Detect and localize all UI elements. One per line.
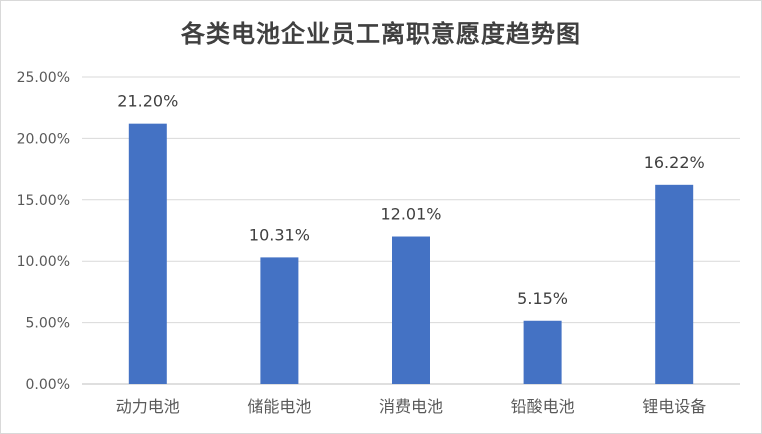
x-tick-label: 铅酸电池 bbox=[511, 397, 575, 416]
y-tick-label: 10.00% bbox=[17, 254, 70, 270]
bar bbox=[128, 123, 167, 384]
x-tick-label: 锂电设备 bbox=[642, 397, 706, 416]
chart-title: 各类电池企业员工离职意愿度趋势图 bbox=[181, 19, 581, 48]
x-tick-label: 储能电池 bbox=[247, 397, 311, 416]
y-tick-label: 5.00% bbox=[26, 316, 70, 332]
data-label: 16.22% bbox=[644, 153, 705, 172]
data-label: 12.01% bbox=[380, 205, 441, 224]
y-tick-label: 20.00% bbox=[17, 131, 70, 147]
x-tick-label: 消费电池 bbox=[379, 397, 443, 416]
y-tick-label: 15.00% bbox=[17, 193, 70, 209]
data-label: 21.20% bbox=[117, 92, 178, 111]
bar bbox=[392, 236, 430, 384]
data-label: 5.15% bbox=[517, 289, 568, 308]
y-tick-label: 0.00% bbox=[26, 377, 70, 393]
bar bbox=[655, 184, 694, 384]
bar bbox=[523, 320, 562, 384]
y-tick-label: 25.00% bbox=[17, 70, 70, 86]
bar bbox=[260, 257, 299, 384]
data-label: 10.31% bbox=[249, 225, 310, 244]
x-tick-label: 动力电池 bbox=[116, 397, 180, 416]
